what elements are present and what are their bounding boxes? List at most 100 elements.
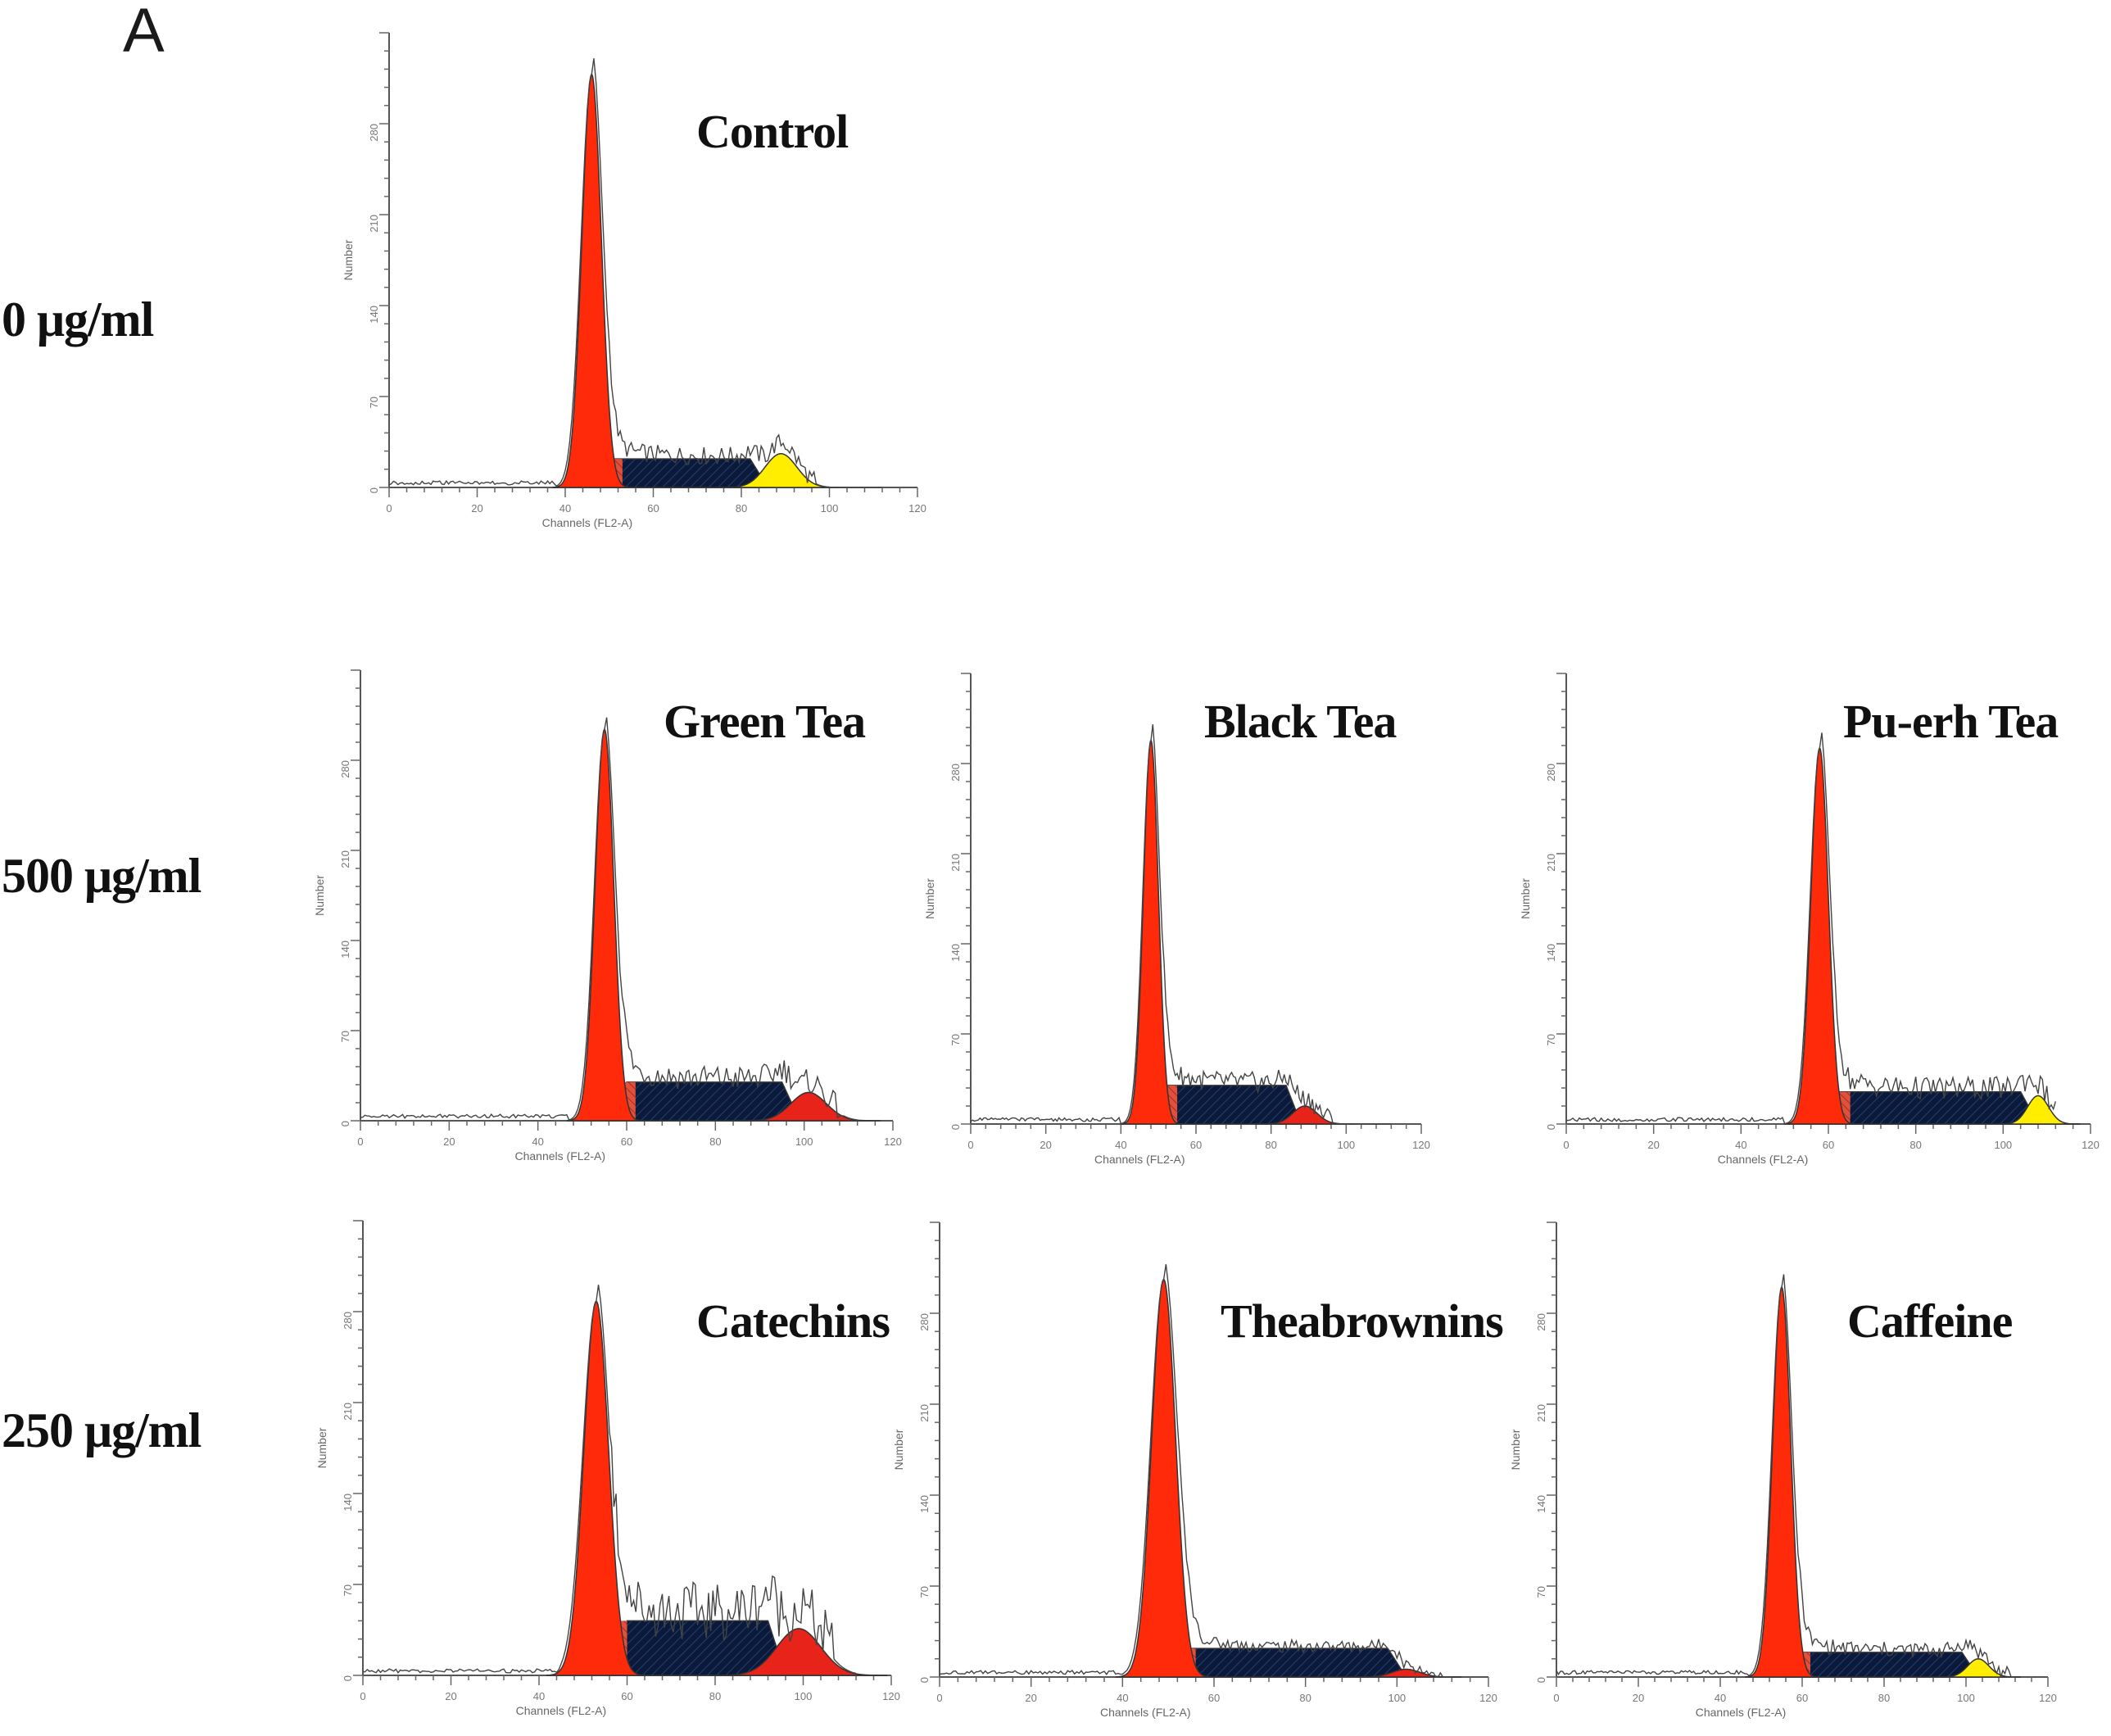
chart-title: Pu-erh Tea bbox=[1843, 695, 2059, 748]
y-tick-label: 280 bbox=[949, 764, 962, 782]
x-tick-label: 0 bbox=[360, 1690, 365, 1702]
chart-title: Caffeine bbox=[1847, 1294, 2013, 1348]
x-tick-label: 40 bbox=[1117, 1692, 1128, 1704]
x-tick-label: 40 bbox=[532, 1135, 543, 1148]
x-tick-label: 100 bbox=[795, 1135, 813, 1148]
raw-histogram-line bbox=[1565, 732, 2057, 1125]
histogram-5: 0 20 40 60 80 100 120 0 70 140 210 280 Channels (FL2… bbox=[892, 1222, 1504, 1719]
x-tick-label: 40 bbox=[1715, 1692, 1726, 1704]
y-tick-label: 280 bbox=[1545, 764, 1557, 782]
raw-histogram-line bbox=[970, 724, 1392, 1126]
raw-histogram-line bbox=[360, 717, 858, 1121]
y-tick-label: 70 bbox=[342, 1584, 354, 1596]
y-axis-label: Number bbox=[1519, 878, 1532, 919]
g1-peak-area bbox=[566, 728, 644, 1122]
x-tick-label: 120 bbox=[1479, 1692, 1497, 1704]
g1-peak-area bbox=[1115, 1278, 1214, 1678]
x-tick-label: 60 bbox=[1823, 1139, 1834, 1151]
y-tick-label: 280 bbox=[1535, 1313, 1547, 1331]
x-tick-label: 40 bbox=[1115, 1139, 1126, 1151]
histogram-3: 0 20 40 60 80 100 120 0 70 140 210 280 Channels (FL2… bbox=[1519, 673, 2100, 1166]
y-tick-label: 210 bbox=[342, 1403, 354, 1421]
x-tick-label: 120 bbox=[908, 502, 926, 514]
x-tick-label: 40 bbox=[1735, 1139, 1746, 1151]
x-tick-label: 80 bbox=[709, 1690, 721, 1702]
x-tick-label: 120 bbox=[2039, 1692, 2057, 1704]
x-axis-label: Channels (FL2-A) bbox=[1100, 1706, 1191, 1719]
y-tick-label: 0 bbox=[918, 1677, 931, 1683]
x-tick-label: 120 bbox=[1412, 1139, 1430, 1151]
chart-title: Catechins bbox=[696, 1294, 890, 1348]
x-tick-label: 20 bbox=[1633, 1692, 1644, 1704]
x-tick-label: 20 bbox=[445, 1690, 456, 1702]
x-tick-label: 20 bbox=[1040, 1139, 1051, 1151]
s-phase-area bbox=[590, 458, 769, 488]
s-phase-area bbox=[1784, 1652, 1980, 1678]
y-tick-label: 280 bbox=[339, 760, 351, 778]
chart-title: Green Tea bbox=[664, 695, 866, 748]
histogram-2: 0 20 40 60 80 100 120 0 70 140 210 280 Channels (FL2… bbox=[923, 673, 1430, 1166]
y-tick-label: 280 bbox=[342, 1312, 354, 1330]
x-axis-label: Channels (FL2-A) bbox=[1718, 1153, 1809, 1166]
y-tick-label: 140 bbox=[1545, 944, 1557, 962]
x-tick-label: 100 bbox=[795, 1690, 813, 1702]
x-tick-label: 120 bbox=[882, 1690, 900, 1702]
y-tick-label: 210 bbox=[339, 850, 351, 868]
raw-histogram-line bbox=[1556, 1274, 2016, 1678]
y-tick-label: 140 bbox=[368, 306, 380, 324]
y-tick-label: 0 bbox=[949, 1124, 962, 1130]
y-tick-label: 0 bbox=[368, 487, 380, 493]
y-tick-label: 70 bbox=[368, 397, 380, 408]
y-tick-label: 210 bbox=[1545, 854, 1557, 872]
x-tick-label: 100 bbox=[1957, 1692, 1975, 1704]
x-tick-label: 0 bbox=[357, 1135, 363, 1148]
y-tick-label: 140 bbox=[918, 1495, 931, 1513]
x-tick-label: 40 bbox=[533, 1690, 545, 1702]
g2-peak-area bbox=[1995, 1095, 2081, 1125]
x-tick-label: 80 bbox=[1878, 1692, 1890, 1704]
x-tick-label: 80 bbox=[1909, 1139, 1921, 1151]
s-phase-area bbox=[1819, 1090, 2040, 1125]
chart-title: Black Tea bbox=[1204, 695, 1397, 748]
raw-histogram-line bbox=[388, 58, 882, 488]
x-tick-label: 80 bbox=[1299, 1692, 1311, 1704]
y-tick-label: 70 bbox=[949, 1034, 962, 1045]
y-tick-label: 140 bbox=[342, 1494, 354, 1512]
x-tick-label: 0 bbox=[967, 1139, 973, 1151]
x-axis-label: Channels (FL2-A) bbox=[1696, 1706, 1787, 1719]
x-tick-label: 100 bbox=[1388, 1692, 1406, 1704]
y-tick-label: 70 bbox=[1535, 1586, 1547, 1598]
x-tick-label: 0 bbox=[936, 1692, 942, 1704]
x-tick-label: 100 bbox=[1994, 1139, 2012, 1151]
y-tick-label: 210 bbox=[1535, 1404, 1547, 1422]
g1-peak-area bbox=[546, 1300, 647, 1676]
x-axis-label: Channels (FL2-A) bbox=[542, 516, 633, 529]
row-label-250: 250 μg/ml bbox=[2, 1403, 202, 1457]
g2-peak-area bbox=[709, 1628, 888, 1676]
y-tick-label: 140 bbox=[339, 941, 351, 959]
x-tick-label: 60 bbox=[1208, 1692, 1220, 1704]
y-tick-label: 0 bbox=[1545, 1124, 1557, 1130]
x-tick-label: 20 bbox=[1025, 1692, 1036, 1704]
y-axis-label: Number bbox=[923, 878, 936, 919]
x-tick-label: 60 bbox=[621, 1135, 632, 1148]
g1-peak-area bbox=[1745, 1286, 1819, 1678]
x-tick-label: 60 bbox=[621, 1690, 632, 1702]
y-tick-label: 210 bbox=[949, 854, 962, 872]
x-tick-label: 0 bbox=[386, 502, 392, 514]
y-tick-label: 210 bbox=[918, 1404, 931, 1422]
g2-peak-area bbox=[736, 1091, 881, 1122]
y-tick-label: 0 bbox=[1535, 1677, 1547, 1683]
chart-title: Theabrownins bbox=[1221, 1294, 1503, 1348]
row-label-500: 500 μg/ml bbox=[2, 849, 202, 903]
raw-histogram-line bbox=[362, 1285, 857, 1675]
g1-peak-area bbox=[552, 73, 631, 488]
g2-peak-area bbox=[1935, 1658, 2022, 1678]
raw-histogram-line bbox=[939, 1264, 1452, 1678]
x-tick-label: 20 bbox=[471, 502, 482, 514]
y-axis-label: Number bbox=[315, 1427, 328, 1468]
x-tick-label: 40 bbox=[559, 502, 571, 514]
x-tick-label: 0 bbox=[1563, 1139, 1569, 1151]
